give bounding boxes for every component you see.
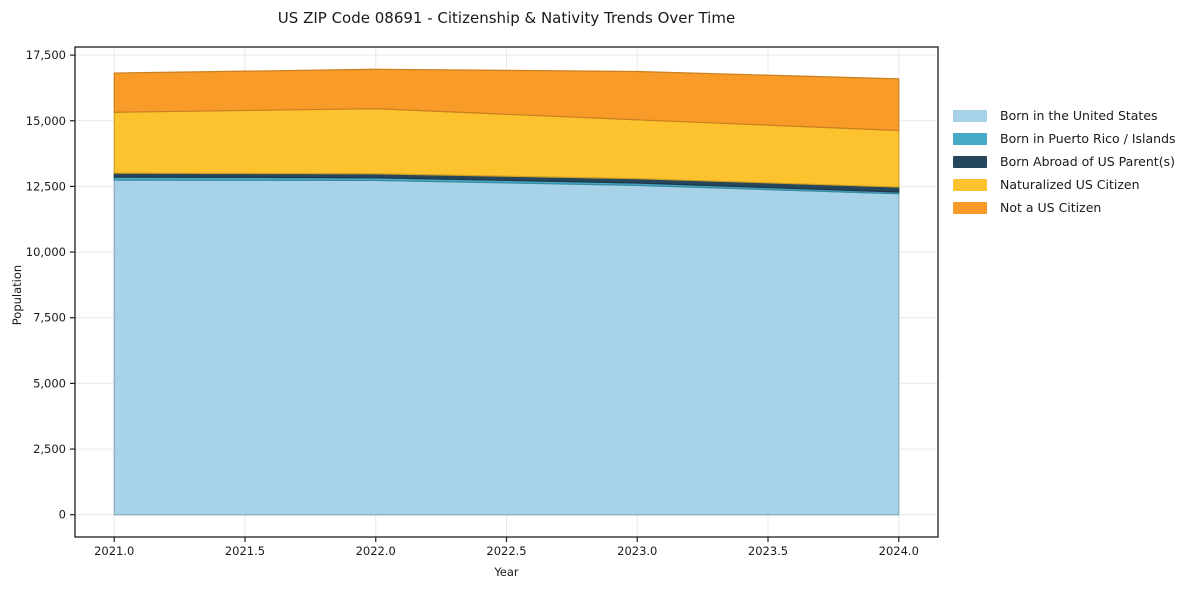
x-tick-label: 2023.0	[617, 544, 657, 558]
x-tick-label: 2021.5	[225, 544, 265, 558]
legend-swatch	[953, 155, 987, 168]
legend-label: Not a US Citizen	[1000, 200, 1102, 215]
chart-title: US ZIP Code 08691 - Citizenship & Nativi…	[277, 9, 736, 27]
legend-item-born-in-the-united-states: Born in the United States	[953, 109, 1176, 122]
legend-swatch	[953, 178, 987, 191]
legend-item-naturalized-us-citizen: Naturalized US Citizen	[953, 178, 1176, 191]
y-axis-label: Population	[10, 264, 24, 326]
legend-item-born-abroad-of-us-parent-s: Born Abroad of US Parent(s)	[953, 155, 1176, 168]
x-tick-label: 2023.5	[748, 544, 788, 558]
legend-swatch	[953, 201, 987, 214]
legend-label: Born in Puerto Rico / Islands	[1000, 131, 1176, 146]
legend-label: Born Abroad of US Parent(s)	[1000, 154, 1175, 169]
x-tick-label: 2021.0	[94, 544, 134, 558]
x-tick-label: 2022.0	[356, 544, 396, 558]
legend: Born in the United States Born in Puerto …	[953, 109, 1176, 224]
y-tick-label: 2,500	[33, 442, 66, 456]
x-tick-label: 2024.0	[879, 544, 919, 558]
x-tick-label: 2022.5	[486, 544, 526, 558]
legend-swatch	[953, 109, 987, 122]
area-not-a-us-citizen	[113, 68, 900, 132]
y-tick-label: 12,500	[26, 179, 66, 193]
legend-label: Naturalized US Citizen	[1000, 177, 1140, 192]
y-tick-label: 17,500	[26, 48, 66, 62]
x-axis-label: Year	[494, 565, 519, 579]
area-born-in-the-united-states	[113, 179, 900, 516]
y-tick-label: 15,000	[26, 114, 66, 128]
legend-item-not-a-us-citizen: Not a US Citizen	[953, 201, 1176, 214]
y-tick-label: 7,500	[33, 311, 66, 325]
legend-swatch	[953, 132, 987, 145]
legend-item-born-in-puerto-rico-islands: Born in Puerto Rico / Islands	[953, 132, 1176, 145]
y-tick-label: 10,000	[26, 245, 66, 259]
y-tick-label: 5,000	[33, 376, 66, 390]
legend-label: Born in the United States	[1000, 108, 1158, 123]
y-tick-label: 0	[59, 508, 66, 522]
